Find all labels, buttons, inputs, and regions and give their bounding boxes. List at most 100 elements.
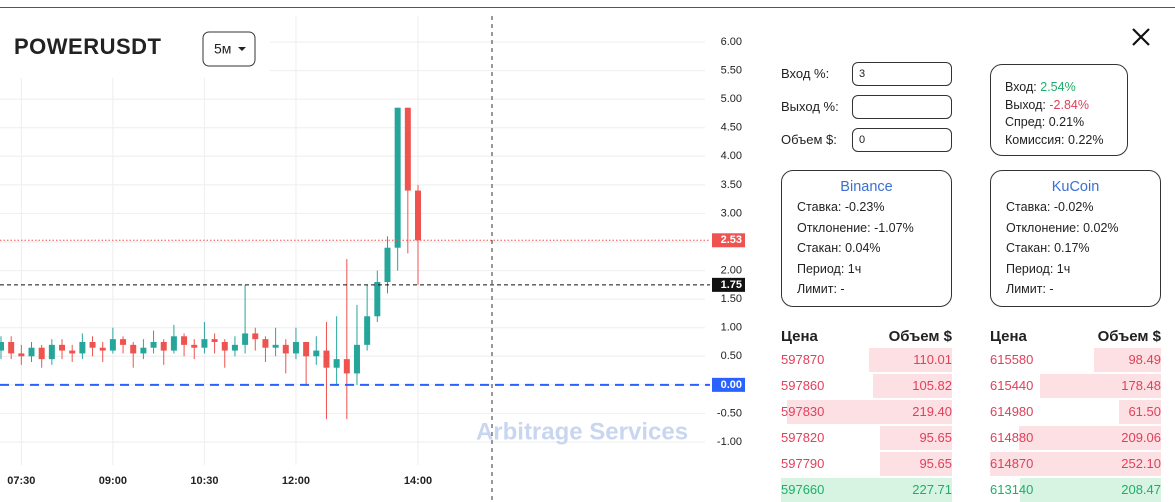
book-row: 615580 98.49 [990, 348, 1161, 372]
candle-body [221, 342, 228, 351]
candle-body [130, 344, 137, 354]
dropdown-arrow[interactable] [238, 47, 246, 51]
candle-body [262, 339, 269, 348]
book-row: 597870 110.01 [781, 348, 952, 372]
symbol: POWERUSDT [14, 34, 162, 59]
close-button[interactable] [1130, 26, 1152, 48]
y-tick-label: 6.00 [721, 36, 742, 48]
candle-body [201, 339, 208, 348]
candle-body [8, 342, 15, 354]
candle-body [89, 342, 96, 348]
candle-body [364, 316, 371, 345]
input[interactable]: 0 [852, 128, 952, 152]
candle-body [48, 344, 55, 360]
volume: 208.47 [1121, 482, 1161, 497]
exchange-stat: Стакан: 0.04% [797, 241, 881, 255]
volume: 209.06 [1121, 430, 1161, 445]
book-header: Объем $ [1097, 328, 1161, 345]
candle-body [374, 282, 381, 317]
stat-label: Вход: [1005, 80, 1037, 94]
volume: 219.40 [912, 404, 952, 419]
candle-body [343, 359, 350, 374]
exchange-stat: Отклонение: -1.07% [797, 220, 914, 235]
volume: 252.10 [1121, 456, 1161, 471]
volume: 227.71 [912, 482, 952, 497]
exchange-stat: Лимит: - [1006, 282, 1054, 296]
exchange-name: Binance [840, 179, 893, 195]
price: 615440 [990, 378, 1034, 393]
candle-body [303, 342, 310, 357]
stat-value: 0.21% [1048, 115, 1085, 129]
candle-body [282, 344, 289, 354]
chart: Arbitrage Services POWERUSDT 5м 6.00 5.50… [0, 16, 745, 500]
candle-body [109, 339, 116, 351]
volume-bar [880, 452, 952, 476]
exchange-stat: Ставка: -0.02% [1006, 200, 1094, 214]
interval-select[interactable] [202, 31, 256, 67]
price-label-bg [712, 377, 745, 392]
exchange-stat: Лимит: - [797, 282, 845, 296]
candle-body [353, 344, 360, 374]
stats-box: Вход: 2.54% Выход: -2.84% Спред: 0.21% Коми… [990, 64, 1128, 156]
candle-body [79, 342, 86, 354]
exchange-stat: Период: 1ч [797, 261, 862, 276]
price: 613140 [990, 482, 1034, 497]
exchange-name: KuCoin [1051, 179, 1100, 195]
candle-body [211, 339, 218, 342]
book-row: 614870 252.10 [990, 452, 1161, 476]
price: 597830 [781, 404, 825, 419]
book-row: 614980 61.50 [990, 400, 1161, 424]
volume-bar [1019, 478, 1161, 502]
price: 597870 [781, 352, 825, 367]
price: 615580 [990, 352, 1034, 367]
volume-bar [781, 478, 952, 502]
y-tick-label: 5.50 [721, 64, 742, 76]
volume: 110.01 [913, 352, 952, 367]
volume-bar [1039, 374, 1161, 398]
input[interactable] [852, 95, 952, 119]
stat-line: Выход: -2.84% [1005, 97, 1127, 115]
book-row: 614880 209.06 [990, 426, 1161, 450]
candle-body [140, 347, 147, 354]
input[interactable]: 3 [852, 62, 952, 86]
y-tick-label: 1.00 [721, 322, 742, 334]
candle-body [59, 344, 66, 351]
stat-label: Комиссия: [1005, 132, 1065, 147]
y-tick-label: 3.50 [721, 179, 742, 191]
price: 597660 [781, 482, 825, 497]
candle-body [69, 350, 76, 354]
candle-body [231, 344, 238, 351]
exchange-stat: Отклонение: 0.02% [1006, 220, 1119, 235]
price-label: 2.53 [721, 234, 742, 246]
stat-label: Спред: [1005, 115, 1046, 129]
y-tick-label: -1.00 [717, 436, 742, 448]
price: 597860 [781, 378, 825, 393]
y-tick-label: 2.00 [721, 264, 742, 276]
exchange-stat: Стакан: 0.17% [1006, 241, 1090, 255]
volume-bar [1119, 400, 1161, 424]
book-row: 597790 95.65 [781, 452, 952, 476]
volume-bar [1019, 426, 1161, 450]
field-label: Объем $: [781, 132, 837, 147]
candles [0, 107, 421, 420]
candle-body [18, 353, 25, 357]
x-tick-label: 09:00 [99, 475, 127, 487]
candle-body [28, 347, 35, 357]
candle-body [170, 336, 177, 351]
book-row: 597660 227.71 [781, 478, 952, 502]
volume: 95.65 [919, 456, 952, 471]
candle-body [120, 339, 127, 345]
volume-bar [872, 374, 952, 398]
book-row: 613140 208.47 [990, 478, 1161, 502]
volume: 98.49 [1128, 352, 1161, 367]
price: 614980 [990, 404, 1034, 419]
book-header: Цена [781, 328, 818, 345]
candle-body [38, 347, 45, 360]
interval[interactable]: 5м [214, 41, 231, 57]
price-lines [0, 239, 710, 386]
book-header: Объем $ [888, 328, 952, 345]
candle-body [323, 350, 330, 368]
stat-value: -2.84% [1049, 97, 1089, 112]
stat-label: Выход: [1005, 97, 1046, 112]
price-label: 1.75 [721, 279, 742, 291]
